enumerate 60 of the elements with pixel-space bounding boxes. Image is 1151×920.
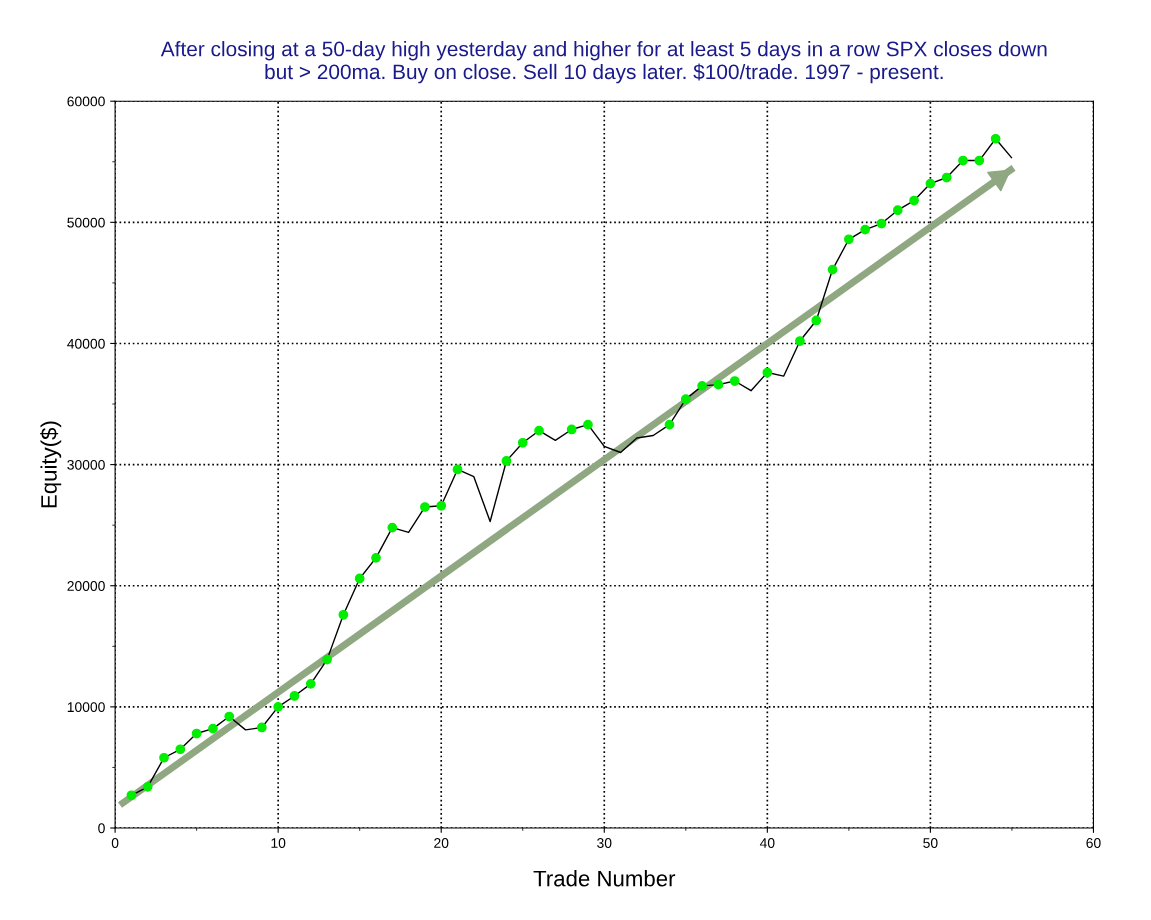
x-tick-label: 20 xyxy=(434,838,449,848)
point xyxy=(208,723,218,734)
point xyxy=(566,424,577,435)
x-tick-label: 0 xyxy=(111,838,119,848)
x-tick-label: 50 xyxy=(923,838,938,848)
point xyxy=(322,654,332,665)
point xyxy=(680,394,691,405)
point xyxy=(844,234,854,245)
x-tick-label: 40 xyxy=(759,838,775,848)
point xyxy=(175,744,186,755)
point xyxy=(811,315,822,326)
x-axis-title: Trade Number xyxy=(533,870,676,887)
point xyxy=(305,678,316,689)
y-tick-label: 0 xyxy=(98,823,105,834)
point xyxy=(876,218,887,229)
point xyxy=(892,205,903,216)
point xyxy=(354,573,365,584)
point xyxy=(697,381,707,391)
x-tick-label: 10 xyxy=(271,838,286,848)
point xyxy=(224,711,235,722)
point xyxy=(289,691,300,701)
point xyxy=(273,702,284,712)
point xyxy=(420,502,430,512)
point xyxy=(256,722,267,733)
point xyxy=(371,553,381,563)
point xyxy=(795,336,805,346)
point xyxy=(517,437,528,448)
point xyxy=(142,781,153,792)
x-tick-label: 60 xyxy=(1086,838,1101,848)
point xyxy=(827,264,838,275)
y-tick-label: 50000 xyxy=(67,217,105,228)
point xyxy=(159,752,169,763)
point xyxy=(713,379,724,390)
point xyxy=(909,195,919,206)
point xyxy=(729,376,740,386)
x-tick-label: 30 xyxy=(597,838,612,848)
y-tick-label: 60000 xyxy=(67,96,105,107)
point xyxy=(941,172,952,183)
point xyxy=(925,178,936,189)
point xyxy=(191,728,202,739)
point xyxy=(990,133,1001,144)
point xyxy=(762,367,773,378)
point xyxy=(387,522,398,533)
point xyxy=(452,464,463,475)
point xyxy=(126,790,137,801)
point xyxy=(534,425,544,436)
point xyxy=(860,224,871,235)
y-axis-title: Equity($) xyxy=(40,421,62,508)
chart-title: After closing at a 50-day high yesterday and higher for at least 5 days in a row SPX closes down but > 200ma. Buy on close. Sell 10 days later. $100/trade. 1997 - present. xyxy=(160,41,1047,84)
point xyxy=(338,609,349,620)
point xyxy=(436,500,447,511)
y-tick-label: 30000 xyxy=(67,459,105,470)
y-tick-label: 40000 xyxy=(67,338,105,349)
point xyxy=(583,419,593,430)
point xyxy=(974,155,985,166)
y-tick-label: 20000 xyxy=(67,581,105,591)
point xyxy=(501,456,512,466)
point xyxy=(664,419,675,430)
point xyxy=(958,155,968,166)
y-tick-label: 10000 xyxy=(67,702,105,713)
